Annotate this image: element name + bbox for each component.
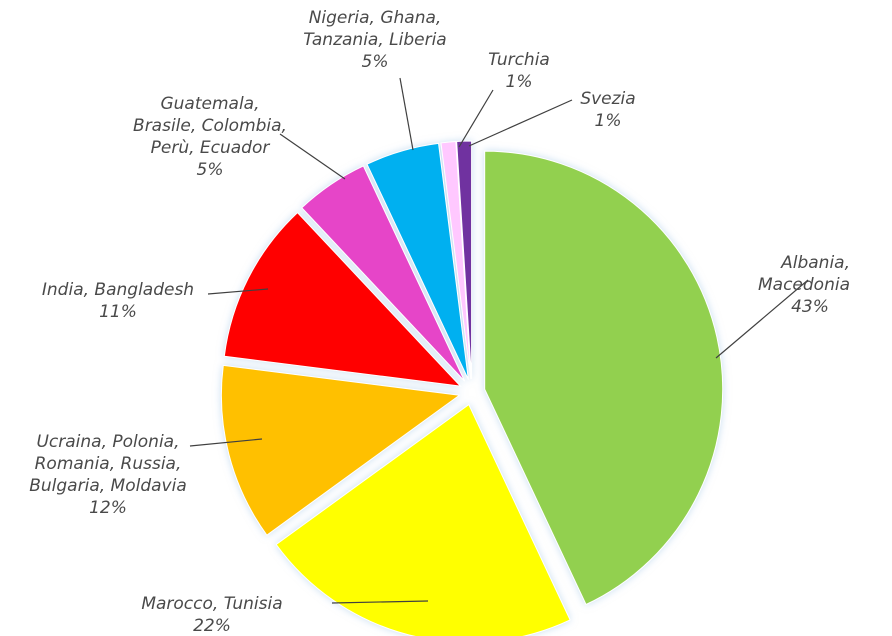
slice-name: Ucraina, Polonia,	[36, 432, 179, 452]
slice-percentage: 11%	[99, 302, 137, 322]
slice-percentage: 5%	[362, 52, 389, 72]
slice-label: Marocco, Tunisia 22%	[141, 594, 282, 636]
slice-name: Turchia	[488, 50, 550, 70]
slice-name: Macedonia	[758, 275, 850, 295]
slice-percentage: 1%	[595, 111, 622, 131]
slice-label: Guatemala, Brasile, Colombia, Perù, Ecuado…	[133, 94, 287, 180]
slice-name: Bulgaria, Moldavia	[29, 476, 187, 496]
slice-percentage: 22%	[193, 616, 231, 636]
slice-percentage: 1%	[506, 72, 533, 92]
pie-slice-marocco-tunisia	[275, 403, 571, 636]
slice-name: Albania,	[780, 253, 850, 273]
slice-name: India, Bangladesh	[42, 280, 194, 300]
leader-lines	[189, 77, 809, 604]
pie-slice-svezia	[456, 140, 473, 380]
slice-name: Svezia	[580, 89, 635, 109]
slice-label: Turchia 1%	[488, 50, 550, 92]
pie-slices	[220, 140, 724, 636]
slice-label: Albania, Macedonia 43%	[758, 253, 850, 317]
slice-name: Perù, Ecuador	[151, 138, 271, 158]
pie-slice-albania-macedonia	[484, 150, 724, 606]
leader-line	[468, 99, 573, 147]
slice-name: Marocco, Tunisia	[141, 594, 282, 614]
pie-slice-india-bangladesh	[223, 211, 462, 387]
leader-line	[279, 133, 346, 180]
leader-line	[399, 77, 414, 151]
slice-name: Guatemala,	[160, 94, 259, 114]
slice-label: Nigeria, Ghana, Tanzania, Liberia 5%	[303, 8, 446, 72]
pie-slice-ucraina-polonia-romania-russia-bulgaria-moldavia	[220, 364, 461, 536]
slice-percentage: 43%	[791, 297, 829, 317]
pie-slice-turchia	[440, 140, 472, 380]
slice-name: Romania, Russia,	[35, 454, 182, 474]
pie-slice-nigeria-ghana-tanzania-liberia	[366, 142, 469, 380]
slice-name: Brasile, Colombia,	[133, 116, 287, 136]
slice-label: India, Bangladesh 11%	[42, 280, 194, 322]
slice-label: Svezia 1%	[580, 89, 635, 131]
pie-slice-guatemala-brasile-colombia-per-ecuador	[301, 165, 466, 382]
slice-label: Ucraina, Polonia, Romania, Russia, Bulgari…	[29, 432, 187, 518]
leader-line	[189, 438, 263, 447]
slice-labels: Albania, Macedonia 43% Marocco, Tunisia 22% U…	[29, 8, 850, 636]
slice-name: Nigeria, Ghana,	[309, 8, 442, 28]
leader-line	[715, 279, 809, 359]
leader-line	[207, 288, 269, 295]
slice-percentage: 5%	[197, 160, 224, 180]
leader-line	[331, 600, 429, 604]
slice-name: Tanzania, Liberia	[303, 30, 446, 50]
slice-percentage: 12%	[89, 498, 127, 518]
leader-line	[458, 89, 494, 148]
